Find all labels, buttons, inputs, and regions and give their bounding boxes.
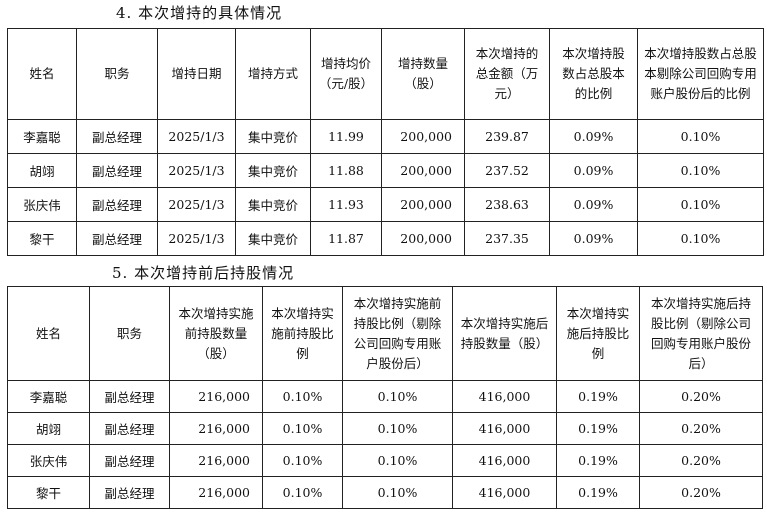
header-before-shares: 本次增持实施前持股数量（股）	[169, 286, 263, 381]
header-position: 职务	[76, 28, 158, 120]
cell-before-ratio-excl: 0.10%	[342, 476, 453, 509]
cell-position: 副总经理	[76, 153, 158, 188]
cell-before-ratio-excl: 0.10%	[342, 444, 453, 477]
header-after-ratio-excl: 本次增持实施后持股比例（剔除公司回购专用账户股份后）	[639, 286, 763, 381]
cell-method: 集中竞价	[235, 153, 311, 188]
holdings-before-after-table: 姓名 职务 本次增持实施前持股数量（股） 本次增持实施前持股比例 本次增持实施前…	[7, 286, 763, 509]
cell-name: 胡翊	[7, 153, 77, 188]
table-row: 黎干 副总经理 216,000 0.10% 0.10% 416,000 0.19…	[7, 476, 763, 509]
cell-name: 张庆伟	[7, 187, 77, 222]
cell-after-ratio: 0.19%	[556, 444, 640, 477]
table-row: 黎干 副总经理 2025/1/3 集中竞价 11.87 200,000 237.…	[7, 221, 764, 256]
cell-after-ratio-excl: 0.20%	[639, 380, 763, 413]
cell-avg-price: 11.87	[310, 221, 382, 256]
cell-ratio: 0.09%	[549, 221, 638, 256]
cell-total-amount: 237.52	[464, 153, 550, 188]
header-before-ratio-excl: 本次增持实施前持股比例（剔除公司回购专用账户股份后）	[342, 286, 453, 381]
section-4-title: 4. 本次增持的具体情况	[116, 4, 283, 22]
cell-after-shares: 416,000	[452, 380, 557, 413]
cell-before-ratio-excl: 0.10%	[342, 380, 453, 413]
header-after-shares: 本次增持实施后持股数量（股）	[452, 286, 557, 381]
cell-before-ratio: 0.10%	[262, 380, 343, 413]
section-5-title: 5. 本次增持前后持股情况	[112, 264, 295, 282]
cell-position: 副总经理	[76, 119, 158, 154]
cell-after-shares: 416,000	[452, 444, 557, 477]
cell-position: 副总经理	[76, 221, 158, 256]
cell-before-ratio: 0.10%	[262, 444, 343, 477]
cell-ratio: 0.09%	[549, 187, 638, 222]
header-method: 增持方式	[235, 28, 311, 120]
table-header-row: 姓名 职务 增持日期 增持方式 增持均价（元/股） 增持数量（股） 本次增持的总…	[7, 28, 764, 120]
cell-after-ratio-excl: 0.20%	[639, 476, 763, 509]
cell-before-ratio: 0.10%	[262, 412, 343, 445]
header-ratio: 本次增持股数占总股本的比例	[549, 28, 638, 120]
cell-after-shares: 416,000	[452, 412, 557, 445]
cell-ratio-excl: 0.10%	[637, 119, 764, 154]
cell-ratio-excl: 0.10%	[637, 187, 764, 222]
header-quantity: 增持数量（股）	[381, 28, 465, 120]
cell-position: 副总经理	[76, 187, 158, 222]
cell-quantity: 200,000	[381, 221, 465, 256]
table-row: 胡翊 副总经理 2025/1/3 集中竞价 11.88 200,000 237.…	[7, 153, 764, 188]
table-row: 李嘉聪 副总经理 216,000 0.10% 0.10% 416,000 0.1…	[7, 380, 763, 413]
cell-before-ratio-excl: 0.10%	[342, 412, 453, 445]
header-after-ratio: 本次增持实施后持股比例	[556, 286, 640, 381]
cell-total-amount: 239.87	[464, 119, 550, 154]
cell-method: 集中竞价	[235, 187, 311, 222]
table-row: 李嘉聪 副总经理 2025/1/3 集中竞价 11.99 200,000 239…	[7, 119, 764, 154]
cell-after-ratio-excl: 0.20%	[639, 412, 763, 445]
cell-avg-price: 11.93	[310, 187, 382, 222]
table-row: 张庆伟 副总经理 216,000 0.10% 0.10% 416,000 0.1…	[7, 444, 763, 477]
header-position: 职务	[89, 286, 170, 381]
cell-total-amount: 238.63	[464, 187, 550, 222]
cell-avg-price: 11.99	[310, 119, 382, 154]
cell-before-shares: 216,000	[169, 412, 263, 445]
cell-after-ratio: 0.19%	[556, 380, 640, 413]
cell-ratio: 0.09%	[549, 153, 638, 188]
cell-quantity: 200,000	[381, 153, 465, 188]
cell-name: 黎干	[7, 476, 90, 509]
cell-date: 2025/1/3	[157, 221, 236, 256]
cell-method: 集中竞价	[235, 221, 311, 256]
cell-name: 李嘉聪	[7, 380, 90, 413]
cell-date: 2025/1/3	[157, 153, 236, 188]
cell-quantity: 200,000	[381, 119, 465, 154]
cell-after-ratio-excl: 0.20%	[639, 444, 763, 477]
cell-name: 李嘉聪	[7, 119, 77, 154]
cell-date: 2025/1/3	[157, 119, 236, 154]
cell-position: 副总经理	[89, 380, 170, 413]
header-name: 姓名	[7, 286, 90, 381]
header-avg-price: 增持均价（元/股）	[310, 28, 382, 120]
cell-ratio-excl: 0.10%	[637, 221, 764, 256]
cell-after-ratio: 0.19%	[556, 476, 640, 509]
cell-name: 张庆伟	[7, 444, 90, 477]
header-total-amount: 本次增持的总金额（万元）	[464, 28, 550, 120]
cell-avg-price: 11.88	[310, 153, 382, 188]
cell-position: 副总经理	[89, 444, 170, 477]
table-row: 胡翊 副总经理 216,000 0.10% 0.10% 416,000 0.19…	[7, 412, 763, 445]
header-before-ratio: 本次增持实施前持股比例	[262, 286, 343, 381]
cell-method: 集中竞价	[235, 119, 311, 154]
increase-details-table: 姓名 职务 增持日期 增持方式 增持均价（元/股） 增持数量（股） 本次增持的总…	[7, 28, 764, 256]
table-row: 张庆伟 副总经理 2025/1/3 集中竞价 11.93 200,000 238…	[7, 187, 764, 222]
cell-ratio-excl: 0.10%	[637, 153, 764, 188]
cell-after-shares: 416,000	[452, 476, 557, 509]
header-ratio-excl-buyback: 本次增持股数占总股本剔除公司回购专用账户股份后的比例	[637, 28, 764, 120]
cell-ratio: 0.09%	[549, 119, 638, 154]
cell-name: 黎干	[7, 221, 77, 256]
header-name: 姓名	[7, 28, 77, 120]
cell-position: 副总经理	[89, 412, 170, 445]
cell-before-ratio: 0.10%	[262, 476, 343, 509]
cell-quantity: 200,000	[381, 187, 465, 222]
header-date: 增持日期	[157, 28, 236, 120]
table-header-row: 姓名 职务 本次增持实施前持股数量（股） 本次增持实施前持股比例 本次增持实施前…	[7, 286, 763, 381]
cell-before-shares: 216,000	[169, 380, 263, 413]
cell-before-shares: 216,000	[169, 476, 263, 509]
cell-after-ratio: 0.19%	[556, 412, 640, 445]
cell-total-amount: 237.35	[464, 221, 550, 256]
cell-position: 副总经理	[89, 476, 170, 509]
cell-date: 2025/1/3	[157, 187, 236, 222]
cell-name: 胡翊	[7, 412, 90, 445]
cell-before-shares: 216,000	[169, 444, 263, 477]
